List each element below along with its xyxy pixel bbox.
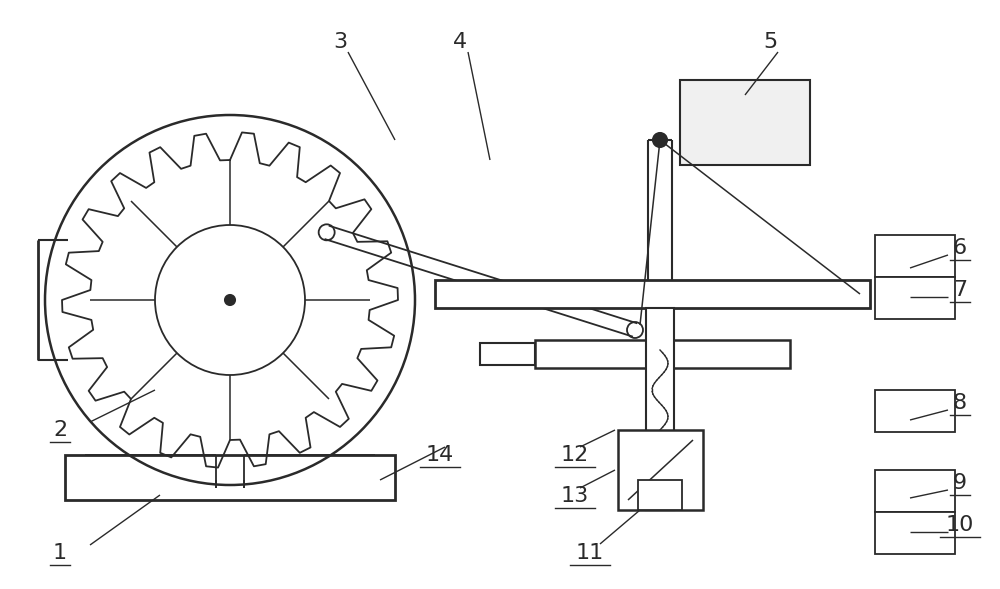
Bar bbox=[480, 343, 535, 365]
Bar bbox=[680, 80, 810, 165]
Bar bbox=[875, 235, 955, 277]
Text: 2: 2 bbox=[53, 420, 67, 440]
Text: 12: 12 bbox=[561, 445, 589, 465]
Text: 9: 9 bbox=[953, 473, 967, 493]
Bar bbox=[435, 280, 870, 308]
Bar bbox=[646, 308, 674, 510]
Bar bbox=[618, 430, 703, 510]
Text: 10: 10 bbox=[946, 515, 974, 535]
Text: 7: 7 bbox=[953, 280, 967, 300]
Circle shape bbox=[653, 133, 667, 147]
Text: 1: 1 bbox=[53, 543, 67, 563]
Text: 11: 11 bbox=[576, 543, 604, 563]
Circle shape bbox=[225, 295, 235, 305]
Text: 4: 4 bbox=[453, 32, 467, 52]
Bar bbox=[535, 340, 790, 368]
Text: 5: 5 bbox=[763, 32, 777, 52]
Text: 6: 6 bbox=[953, 238, 967, 258]
Text: 13: 13 bbox=[561, 486, 589, 506]
Bar bbox=[875, 277, 955, 319]
Bar bbox=[65, 455, 395, 500]
Text: 8: 8 bbox=[953, 393, 967, 413]
Bar bbox=[875, 512, 955, 554]
Text: 3: 3 bbox=[333, 32, 347, 52]
Bar bbox=[875, 390, 955, 432]
Bar bbox=[638, 480, 682, 510]
Text: 14: 14 bbox=[426, 445, 454, 465]
Bar bbox=[875, 470, 955, 512]
